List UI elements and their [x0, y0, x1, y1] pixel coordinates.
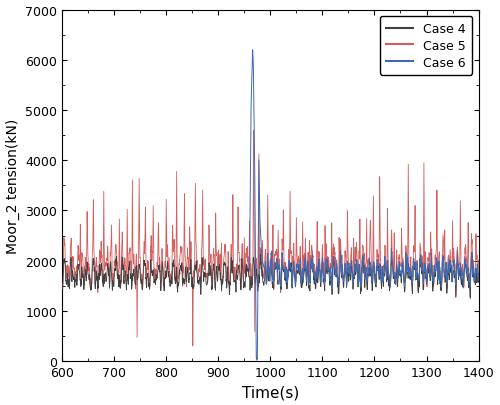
- Y-axis label: Moor_2 tension(kN): Moor_2 tension(kN): [6, 118, 20, 253]
- Case 4: [440, 257, 446, 262]
- Case 4: [453, 295, 459, 300]
- Case 5: [476, 258, 482, 262]
- Case 5: [440, 240, 446, 245]
- Case 6: [476, 272, 482, 277]
- Case 5: [221, 257, 227, 262]
- Case 4: [269, 274, 275, 279]
- Case 4: [220, 271, 226, 276]
- Case 5: [190, 344, 196, 349]
- Case 5: [59, 276, 65, 281]
- Case 4: [476, 271, 482, 276]
- X-axis label: Time(s): Time(s): [242, 384, 299, 399]
- Case 6: [469, 251, 475, 256]
- Case 5: [447, 248, 453, 253]
- Line: Case 4: Case 4: [62, 254, 478, 298]
- Case 6: [321, 277, 327, 282]
- Legend: Case 4, Case 5, Case 6: Case 4, Case 5, Case 6: [380, 17, 472, 76]
- Case 6: [446, 258, 452, 262]
- Line: Case 5: Case 5: [62, 131, 478, 346]
- Case 4: [59, 282, 65, 287]
- Case 5: [470, 255, 476, 260]
- Case 5: [270, 267, 276, 272]
- Case 4: [446, 264, 452, 269]
- Case 5: [250, 128, 256, 133]
- Case 4: [470, 266, 476, 271]
- Line: Case 6: Case 6: [250, 51, 478, 360]
- Case 5: [322, 251, 328, 256]
- Case 4: [469, 252, 475, 256]
- Case 4: [321, 283, 327, 288]
- Case 6: [269, 249, 275, 254]
- Case 6: [440, 256, 446, 261]
